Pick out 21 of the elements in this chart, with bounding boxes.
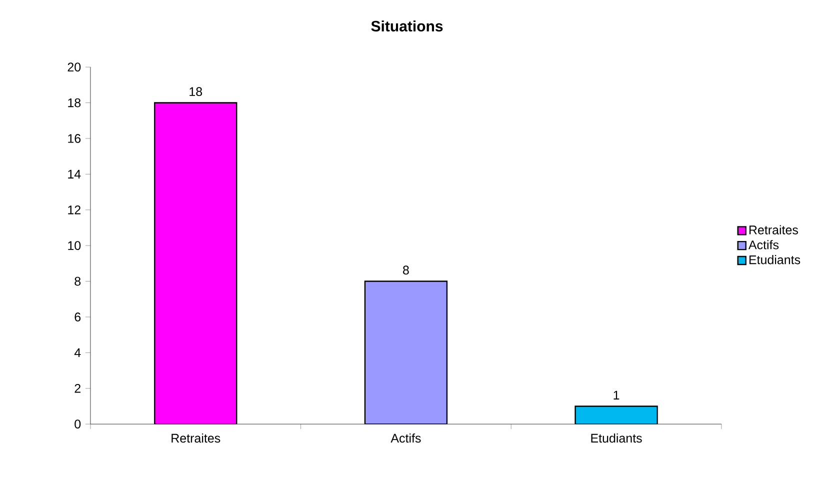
y-tick-label: 6	[74, 312, 81, 322]
y-tick-label: 0	[74, 420, 81, 429]
x-tick-label: Actifs	[390, 433, 421, 443]
x-tick-label: Retraites	[172, 433, 220, 443]
y-tick-label: 10	[68, 241, 81, 250]
y-tick-label: 2	[74, 384, 80, 393]
data-label: 18	[190, 87, 202, 96]
data-label: 8	[403, 266, 409, 275]
y-tick-label: 18	[68, 98, 81, 108]
legend-label: Retraites	[749, 225, 798, 234]
x-tick-label: Etudiants	[591, 433, 642, 443]
y-tick-label: 16	[68, 134, 81, 143]
y-tick-label: 20	[68, 62, 81, 72]
y-tick-label: 4	[74, 348, 81, 357]
y-tick-label: 8	[74, 276, 81, 286]
y-tick-label: 14	[68, 170, 81, 178]
legend-label: Etudiants	[749, 255, 800, 264]
data-label: 1	[614, 390, 620, 400]
y-tick-label: 12	[68, 206, 80, 214]
chart-title: Situations	[371, 20, 443, 32]
legend-label: Actifs	[748, 240, 779, 250]
